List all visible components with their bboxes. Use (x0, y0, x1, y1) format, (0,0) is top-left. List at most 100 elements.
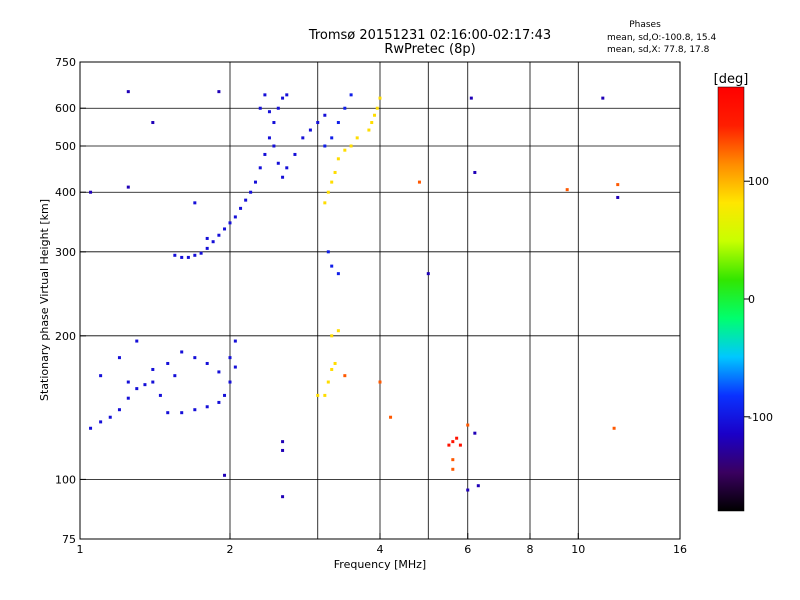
data-point (217, 233, 221, 237)
data-point (223, 393, 227, 397)
data-point (151, 367, 155, 371)
data-point (135, 339, 139, 343)
data-point (272, 144, 276, 148)
data-point (205, 361, 209, 365)
data-point (378, 380, 382, 384)
data-point (223, 473, 227, 477)
data-point (263, 152, 267, 156)
data-point (375, 106, 379, 110)
data-point (166, 361, 170, 365)
data-point (370, 121, 374, 125)
data-point (330, 367, 334, 371)
data-point (447, 443, 451, 447)
data-point (267, 136, 271, 140)
data-point (473, 431, 477, 435)
data-point (326, 250, 330, 254)
data-point (293, 152, 297, 156)
data-point (158, 393, 162, 397)
colorbar-label: [deg] (714, 72, 749, 87)
data-point (281, 448, 285, 452)
colorbar-tick-label: -100 (748, 411, 773, 424)
data-point (249, 190, 253, 194)
data-point (285, 93, 289, 97)
data-point (612, 426, 616, 430)
x-tick-label: 16 (673, 543, 687, 556)
phases-o-stats: mean, sd,O:-100.8, 15.4 (607, 33, 717, 43)
data-point (466, 488, 470, 492)
data-point (565, 188, 569, 192)
data-point (323, 201, 327, 205)
x-tick-label: 1 (77, 543, 84, 556)
y-tick-label: 200 (55, 330, 76, 343)
data-point (476, 484, 480, 488)
data-point (205, 246, 209, 250)
data-point (308, 128, 312, 132)
data-point (336, 272, 340, 276)
colorbar-tick-label: 100 (748, 175, 769, 188)
colorbar-tick-label: 0 (748, 293, 755, 306)
data-point (89, 190, 93, 194)
data-point (126, 185, 130, 189)
x-tick-label: 10 (571, 543, 585, 556)
data-point (326, 380, 330, 384)
y-tick-label: 500 (55, 140, 76, 153)
y-tick-label: 100 (55, 473, 76, 486)
data-point (126, 90, 130, 94)
data-point (228, 221, 232, 225)
data-point (117, 356, 121, 360)
data-point (193, 356, 197, 360)
data-point (173, 374, 177, 378)
colorbar (717, 86, 745, 512)
data-point (333, 170, 337, 174)
data-point (267, 110, 271, 114)
data-point (330, 334, 334, 338)
grid-lines (80, 62, 680, 539)
data-point (349, 144, 353, 148)
data-point (211, 240, 215, 244)
data-point (473, 170, 477, 174)
x-axis-label: Frequency [MHz] (334, 558, 426, 571)
data-point (323, 113, 327, 117)
data-point (180, 350, 184, 354)
data-point (217, 400, 221, 404)
phases-x-stats: mean, sd,X: 77.8, 17.8 (607, 45, 710, 55)
data-point (323, 393, 327, 397)
x-tick-label: 4 (377, 543, 384, 556)
data-point (281, 440, 285, 444)
data-point (151, 121, 155, 125)
data-point (343, 148, 347, 152)
data-point (173, 253, 177, 257)
data-point (205, 405, 209, 409)
data-point (186, 255, 190, 259)
data-point (301, 136, 305, 140)
data-point (99, 420, 103, 424)
data-point (89, 426, 93, 430)
data-point (616, 195, 620, 199)
data-point (355, 136, 359, 140)
data-point (126, 380, 130, 384)
data-point (330, 264, 334, 268)
data-point (135, 387, 139, 391)
colorbar-ticks: 100 0 -100 (744, 175, 773, 424)
x-tick-labels: 1 2 4 6 8 10 16 (77, 533, 687, 556)
data-point (199, 251, 203, 255)
data-point (316, 121, 320, 125)
data-point (166, 411, 170, 415)
data-point (276, 106, 280, 110)
data-point (343, 106, 347, 110)
y-tick-label: 600 (55, 102, 76, 115)
data-point (205, 236, 209, 240)
x-tick-label: 8 (527, 543, 534, 556)
data-point (258, 106, 262, 110)
data-point (601, 96, 605, 100)
data-point (451, 467, 455, 471)
data-point (263, 93, 267, 97)
data-point (333, 361, 337, 365)
data-point (426, 272, 430, 276)
data-point (323, 144, 327, 148)
y-tick-label: 750 (55, 56, 76, 69)
data-point (276, 161, 280, 165)
data-point (285, 166, 289, 170)
data-point (151, 380, 155, 384)
data-point (99, 374, 103, 378)
